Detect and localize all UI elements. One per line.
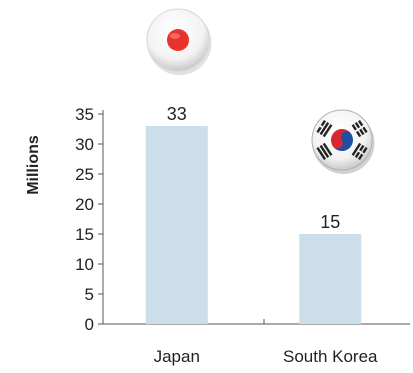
y-tick-label: 25 bbox=[75, 165, 94, 184]
y-axis-ticks: 0 5 10 15 20 25 30 35 bbox=[75, 105, 103, 334]
south-korea-flag-icon bbox=[311, 109, 375, 174]
y-tick-label: 20 bbox=[75, 195, 94, 214]
bars bbox=[145, 126, 362, 324]
bar-south-korea bbox=[299, 234, 362, 324]
japan-flag-icon bbox=[146, 8, 212, 75]
y-tick-label: 0 bbox=[85, 315, 94, 334]
y-axis-label: Millions bbox=[25, 135, 42, 195]
y-tick-label: 35 bbox=[75, 105, 94, 124]
y-tick-label: 30 bbox=[75, 135, 94, 154]
category-labels: Japan South Korea bbox=[154, 347, 378, 366]
y-tick-label: 15 bbox=[75, 225, 94, 244]
y-tick-label: 5 bbox=[85, 285, 94, 304]
bar-japan bbox=[145, 126, 208, 324]
data-labels: 33 15 bbox=[167, 104, 341, 232]
y-tick-label: 10 bbox=[75, 255, 94, 274]
data-label: 15 bbox=[320, 212, 340, 232]
category-label: Japan bbox=[154, 347, 200, 366]
data-label: 33 bbox=[167, 104, 187, 124]
category-label: South Korea bbox=[283, 347, 378, 366]
